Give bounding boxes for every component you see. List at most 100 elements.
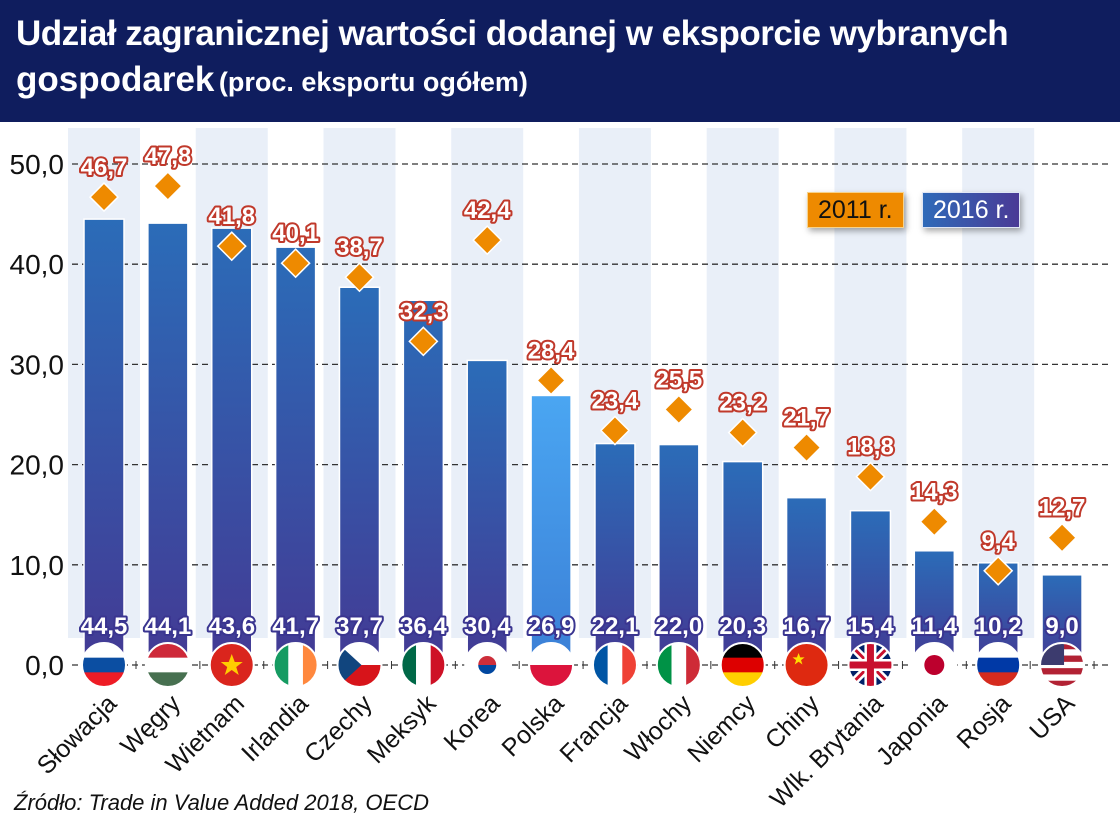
bar-value-label: 11,4 <box>912 613 958 640</box>
flag-stripe <box>1040 661 1085 669</box>
marker-2011 <box>280 248 311 279</box>
flag-dot <box>924 655 945 675</box>
bar-2016 <box>849 509 892 666</box>
bar-value-label: 36,4 <box>400 613 447 640</box>
flag-stripe <box>1040 680 1085 687</box>
bar-2016 <box>210 227 253 666</box>
marker-2011 <box>216 231 247 262</box>
x-category-label: Włochy <box>619 689 697 767</box>
x-category-label: Japonia <box>871 689 953 771</box>
bar-2016 <box>147 222 189 666</box>
marker-2011 <box>152 170 183 202</box>
x-category-label: USA <box>1024 689 1080 745</box>
bar-value-label: 44,5 <box>81 613 128 640</box>
flag-mexico-icon <box>400 642 447 688</box>
bar-2016 <box>466 359 508 666</box>
flag-stripe <box>416 643 432 687</box>
y-tick-label: 50,0 <box>10 149 65 180</box>
flag-border <box>911 642 958 688</box>
flag-border <box>81 642 127 688</box>
flag-fill <box>209 643 254 687</box>
y-tick-label: 0,0 <box>25 650 64 681</box>
flag-france-icon <box>591 642 638 688</box>
marker-value-label: 40,1 <box>272 220 319 247</box>
flag-border <box>336 642 383 688</box>
legend-2011: 2011 r. <box>807 192 904 228</box>
flag-border <box>272 642 319 688</box>
marker-2011 <box>791 432 822 463</box>
bar-value-label: 44,1 <box>145 613 192 640</box>
y-tick-label: 20,0 <box>10 450 65 481</box>
marker-2011 <box>1046 522 1078 553</box>
marker-2011 <box>983 555 1014 586</box>
flag-stripe <box>145 657 190 673</box>
marker-2011 <box>88 182 120 213</box>
flag-hungary-icon <box>144 642 191 688</box>
flag-fill <box>784 643 829 687</box>
flag-cross <box>848 643 893 687</box>
flag-usa-icon <box>1039 642 1086 688</box>
flag-border <box>719 642 766 688</box>
marker-value-label: 23,4 <box>592 388 639 415</box>
flag-border <box>208 642 255 688</box>
flag-stripe <box>784 643 829 687</box>
marker-2011 <box>919 506 950 537</box>
marker-value-label: 12,7 <box>1039 495 1086 522</box>
marker-value-label: 21,7 <box>783 405 830 432</box>
bar-value-label: 30,4 <box>464 613 511 640</box>
flag-fill <box>337 643 382 687</box>
flag-stripe <box>607 643 623 687</box>
flag-japan-icon <box>911 642 958 688</box>
x-category-label: Niemcy <box>682 689 761 768</box>
flag-china-icon <box>783 642 830 688</box>
flag-border <box>1039 642 1086 688</box>
flag-border <box>975 642 1022 688</box>
marker-2011 <box>536 365 567 396</box>
chart-title: Udział zagranicznej wartości dodanej w e… <box>16 14 1009 53</box>
x-category-label: Francja <box>554 689 633 768</box>
marker-2011 <box>599 415 631 446</box>
marker-value-label: 28,4 <box>528 337 575 364</box>
marker-2011 <box>855 461 886 492</box>
bar-value-label: 22,0 <box>655 613 702 640</box>
bar-value-label: 9,0 <box>1045 613 1078 640</box>
bar-value-label: 37,7 <box>336 613 383 640</box>
x-category-label: Słowacja <box>32 689 123 780</box>
y-tick-label: 30,0 <box>10 349 65 380</box>
bar-value-label: 16,7 <box>783 613 830 640</box>
x-category-label: Irlandia <box>236 689 314 767</box>
marker-value-label: 25,5 <box>655 366 702 393</box>
bar-2016 <box>338 286 381 666</box>
flag-stripe <box>288 643 304 687</box>
flag-czechia-icon <box>336 642 383 688</box>
bar-2016 <box>83 218 125 666</box>
flag-poland-icon <box>528 642 575 688</box>
marker-2011 <box>663 394 694 425</box>
bar-2016 <box>594 442 636 666</box>
flag-border <box>144 642 191 688</box>
flag-stripe <box>671 643 687 687</box>
bar-2016 <box>274 246 317 666</box>
bar-value-label: 43,6 <box>208 613 255 640</box>
flag-star <box>792 652 805 665</box>
y-tick-label: 40,0 <box>10 249 65 280</box>
flag-stripe <box>529 643 574 666</box>
flag-russia-icon <box>975 642 1022 688</box>
bar-2016 <box>785 496 828 666</box>
flag-slovakia-icon <box>81 642 127 688</box>
bar-2016 <box>530 394 572 666</box>
marker-2011 <box>408 326 439 357</box>
flag-star <box>220 654 243 675</box>
marker-value-label: 47,8 <box>145 143 192 170</box>
marker-value-label: 38,7 <box>336 234 383 261</box>
bar-value-label: 15,4 <box>847 613 894 640</box>
bar-value-label: 10,2 <box>975 613 1022 640</box>
x-category-label: Meksyk <box>362 689 442 769</box>
flag-border <box>400 642 447 688</box>
marker-value-label: 46,7 <box>81 154 128 181</box>
flag-vietnam-icon <box>208 642 255 688</box>
bar-value-label: 41,7 <box>272 613 319 640</box>
flag-stripe <box>529 665 574 687</box>
flag-border <box>464 642 511 688</box>
